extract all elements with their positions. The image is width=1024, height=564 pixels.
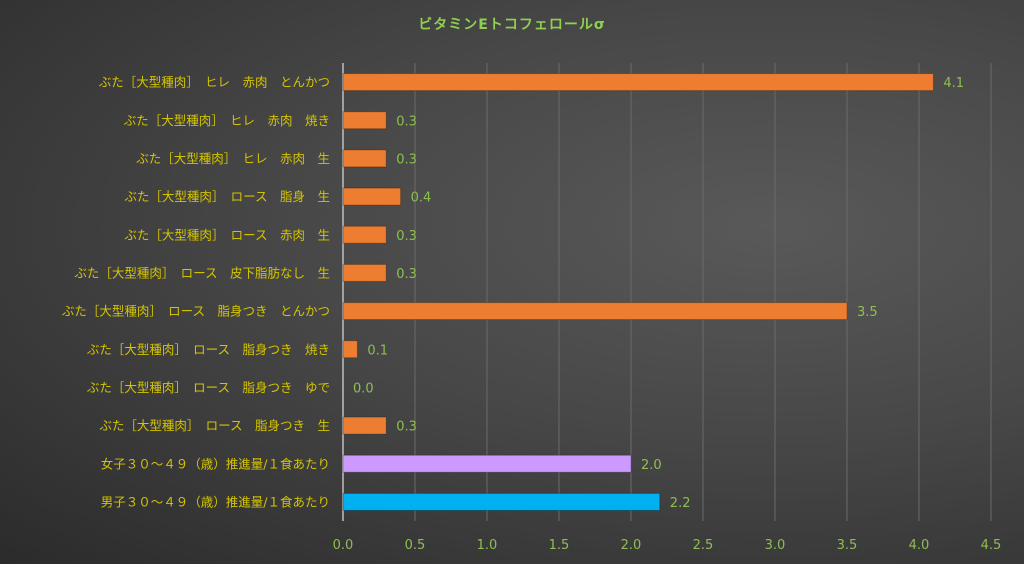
category-label: ぶた［大型種肉］ ロース 皮下脂肪なし 生 <box>74 265 330 280</box>
data-label: 3.5 <box>857 305 878 320</box>
x-tick-label: 2.0 <box>621 538 642 553</box>
data-label: 2.0 <box>641 458 662 473</box>
data-label: 0.3 <box>396 152 417 167</box>
chart-title: ビタミンEトコフェロールσ <box>418 17 606 33</box>
x-tick-label: 4.0 <box>909 538 930 553</box>
bar <box>342 454 632 473</box>
x-tick-label: 0.0 <box>333 538 354 553</box>
data-label: 0.3 <box>396 420 417 435</box>
bar <box>342 225 387 244</box>
data-label: 0.0 <box>353 381 374 396</box>
category-label: 男子３０～４９（歳）推進量/１食あたり <box>101 494 330 509</box>
data-label: 0.3 <box>396 229 417 244</box>
data-label: 0.1 <box>367 343 388 358</box>
bar <box>342 302 848 321</box>
x-tick-label: 3.5 <box>837 538 858 553</box>
category-label: ぶた［大型種肉］ ロース 脂身 生 <box>124 189 330 204</box>
data-label: 4.1 <box>943 76 964 91</box>
x-tick-label: 4.5 <box>981 538 1002 553</box>
x-tick-label: 1.5 <box>549 538 570 553</box>
category-label: ぶた［大型種肉］ ロース 脂身つき 焼き <box>87 342 330 357</box>
x-tick-label: 0.5 <box>405 538 426 553</box>
category-label: ぶた［大型種肉］ ヒレ 赤肉 とんかつ <box>99 75 330 90</box>
x-tick-label: 2.5 <box>693 538 714 553</box>
x-tick-label: 1.0 <box>477 538 498 553</box>
category-label: ぶた［大型種肉］ ロース 脂身つき 生 <box>99 418 330 433</box>
category-label: 女子３０～４９（歳）推進量/１食あたり <box>101 456 330 471</box>
x-tick-label: 3.0 <box>765 538 786 553</box>
data-label: 0.4 <box>411 191 432 206</box>
category-label: ぶた［大型種肉］ ロース 赤肉 生 <box>124 227 330 242</box>
category-label: ぶた［大型種肉］ ヒレ 赤肉 生 <box>136 151 330 166</box>
bar <box>342 187 402 206</box>
bar <box>342 111 387 130</box>
category-label: ぶた［大型種肉］ ロース 脂身つき ゆで <box>87 380 330 395</box>
data-label: 0.3 <box>396 267 417 282</box>
bar <box>342 73 934 92</box>
bar <box>342 492 661 511</box>
category-label: ぶた［大型種肉］ ロース 脂身つき とんかつ <box>62 304 330 319</box>
data-label: 0.3 <box>396 114 417 129</box>
bar <box>342 416 387 435</box>
data-label: 2.2 <box>670 496 691 511</box>
category-label: ぶた［大型種肉］ ヒレ 赤肉 焼き <box>124 113 330 128</box>
bar <box>342 340 358 359</box>
bar <box>342 149 387 168</box>
bar <box>342 263 387 282</box>
